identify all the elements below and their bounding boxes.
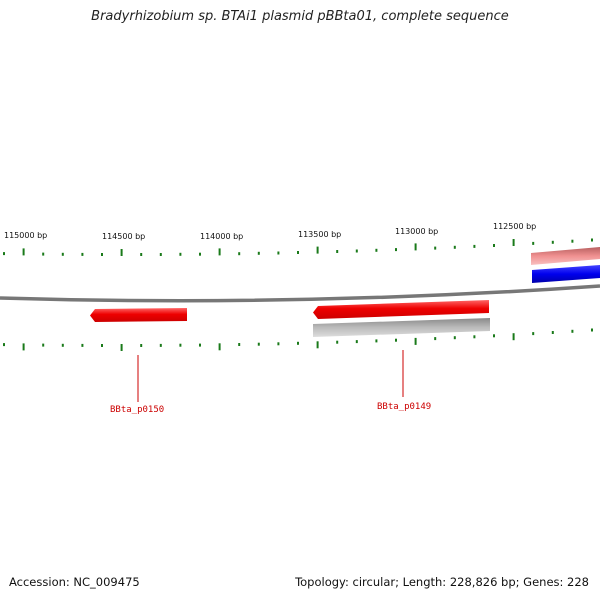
gene-blue-feature[interactable]: [532, 265, 600, 283]
accession-text: Accession: NC_009475: [9, 575, 140, 589]
tick-label: 113500 bp: [298, 230, 341, 239]
gene-label: BBta_p0149: [377, 402, 431, 412]
lower-tick-ring: [3, 328, 593, 351]
gene-bbta-p0149[interactable]: BBta_p0149: [313, 300, 489, 412]
tick-label: 112500 bp: [493, 222, 536, 231]
gene-arrow[interactable]: [90, 308, 187, 322]
tick-label: 113000 bp: [395, 227, 438, 236]
gene-arrow[interactable]: [313, 300, 489, 319]
gene-gray-feature[interactable]: [313, 318, 490, 337]
tick-labels: 115000 bp 114500 bp 114000 bp 113500 bp …: [4, 222, 536, 241]
map-title: Bradyrhizobium sp. BTAi1 plasmid pBBta01…: [91, 9, 509, 24]
gene-bar[interactable]: [531, 247, 600, 265]
gene-pink-feature[interactable]: [531, 247, 600, 265]
tick-label: 114500 bp: [102, 232, 145, 241]
gene-label: BBta_p0150: [110, 405, 164, 415]
gene-bar[interactable]: [313, 318, 490, 337]
gene-bar[interactable]: [532, 265, 600, 283]
tick-label: 114000 bp: [200, 232, 243, 241]
upper-tick-ring: [3, 238, 593, 256]
summary-text: Topology: circular; Length: 228,826 bp; …: [295, 575, 589, 589]
tick-label: 115000 bp: [4, 231, 47, 240]
backbone-arc: [0, 284, 600, 303]
gene-bbta-p0150[interactable]: BBta_p0150: [90, 308, 187, 415]
